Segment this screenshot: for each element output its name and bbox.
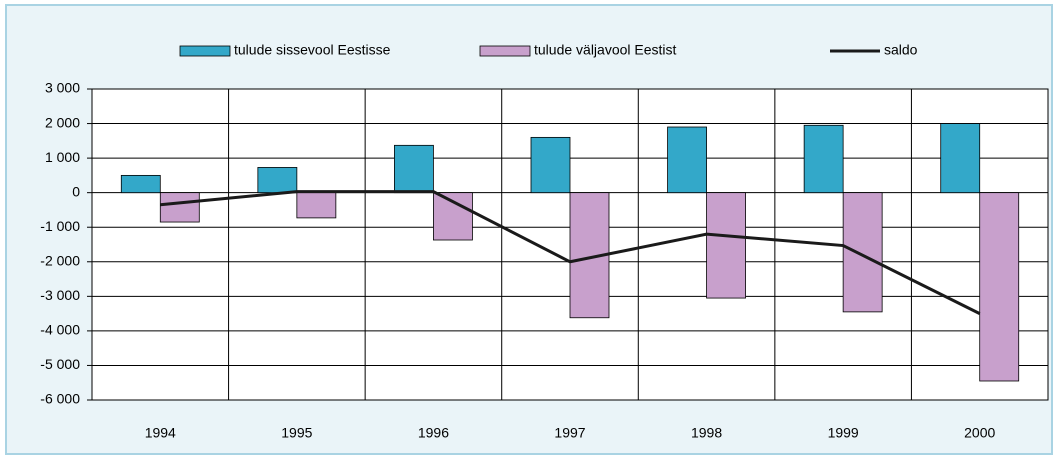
legend-swatch [179,45,231,57]
y-tick-label: -3 000 [40,287,80,303]
x-tick-label: 1994 [145,425,176,441]
x-tick-label: 1996 [418,425,449,441]
y-tick-label: 1 000 [45,149,80,165]
legend-swatch [479,45,531,57]
bar [803,124,844,194]
y-tick-label: -5 000 [40,356,80,372]
y-tick-label: -1 000 [40,218,80,234]
bar [940,123,981,194]
bar [530,136,571,194]
x-tick-label: 1999 [828,425,859,441]
y-tick-label: 0 [72,183,80,199]
y-tick-label: 2 000 [45,114,80,130]
bar [257,167,298,194]
bar [667,126,707,194]
line-series [160,190,981,315]
y-tick-label: -4 000 [40,322,80,338]
bar [296,192,337,219]
y-tick-label: 3 000 [45,80,80,96]
y-tick-label: -2 000 [40,252,80,268]
bar [159,192,200,223]
bar [394,144,434,194]
bar [433,192,473,241]
legend-label: saldo [884,42,918,58]
legend-label: tulude sissevool Eestisse [234,42,391,58]
x-tick-label: 1997 [554,425,585,441]
bar [120,174,161,194]
bar [706,192,746,299]
x-tick-label: 2000 [964,425,995,441]
bar [842,192,883,313]
y-tick-label: -6 000 [40,391,80,407]
x-tick-label: 1998 [691,425,722,441]
legend-label: tulude väljavool Eestist [534,42,677,58]
x-tick-label: 1995 [281,425,312,441]
bar [979,192,1020,382]
